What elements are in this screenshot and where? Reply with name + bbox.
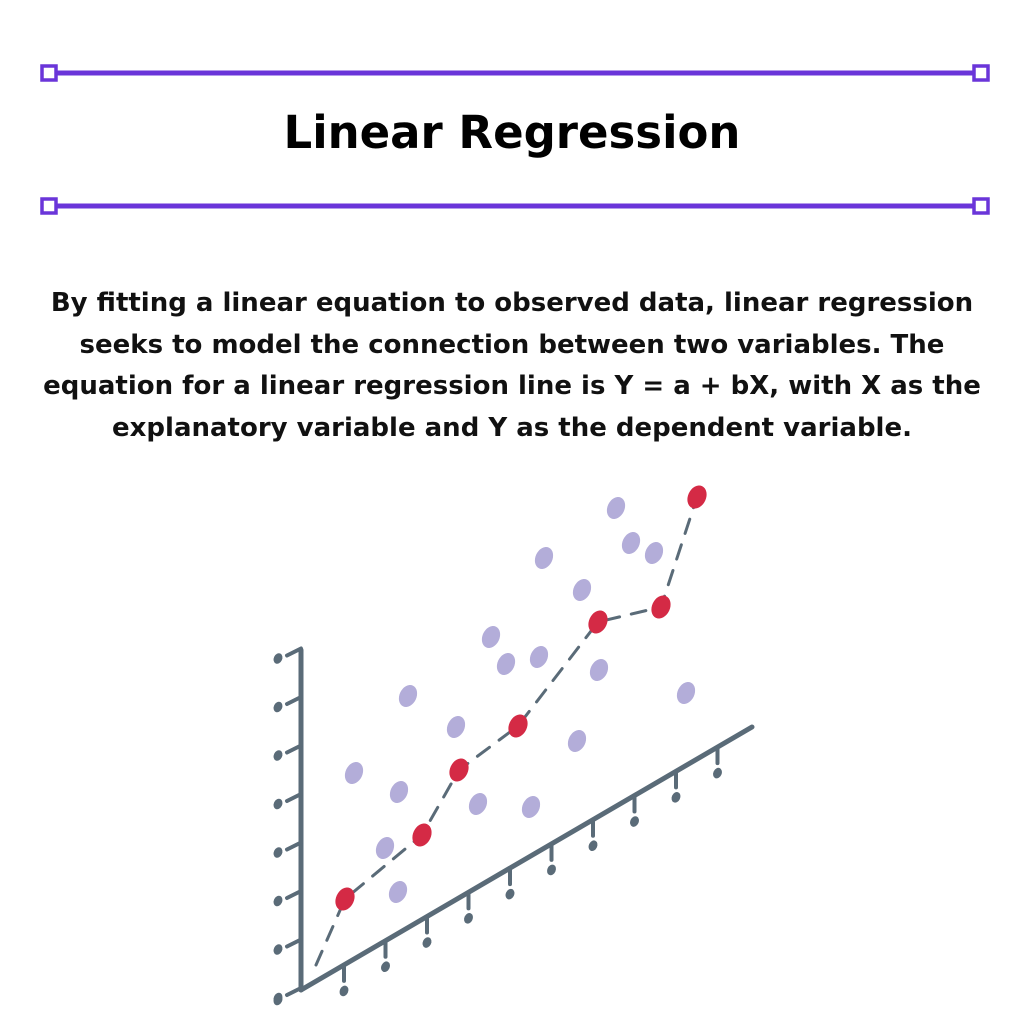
y-axis-tick	[285, 695, 303, 706]
y-axis-tick	[285, 743, 303, 755]
trend-points	[335, 485, 707, 911]
x-axis-dot	[588, 840, 598, 852]
lavender-dot-icon	[468, 792, 488, 816]
trend-line-group	[314, 495, 699, 967]
square-handle-icon	[40, 64, 58, 82]
lavender-dot-icon	[534, 546, 554, 570]
red-dot-icon	[508, 714, 528, 738]
lavender-dot-icon	[606, 496, 626, 520]
lavender-dot-icon	[589, 658, 609, 682]
y-axis-tick	[285, 937, 303, 949]
scatter-points	[344, 496, 696, 904]
square-handle-icon	[972, 197, 990, 215]
lavender-dot-icon	[644, 541, 664, 565]
axes	[273, 646, 755, 1006]
lavender-dot-icon	[521, 795, 541, 819]
y-axis-tick	[285, 840, 303, 852]
x-axis-dot	[671, 792, 681, 803]
y-axis-dot	[273, 701, 283, 713]
lavender-dot-icon	[481, 625, 501, 649]
red-dot-icon	[449, 758, 469, 782]
x-axis-dot	[464, 913, 473, 924]
y-axis-dot	[273, 847, 283, 858]
red-dot-icon	[687, 485, 707, 509]
y-axis-dot	[273, 994, 283, 1006]
red-dot-icon	[335, 887, 355, 911]
y-axis-dot	[273, 944, 283, 955]
red-dot-icon	[412, 823, 432, 847]
lavender-dot-icon	[388, 880, 408, 904]
trend-line	[314, 495, 699, 967]
x-axis-dot	[505, 888, 515, 900]
lavender-dot-icon	[496, 652, 516, 676]
description-text: By fitting a linear equation to observed…	[43, 288, 981, 443]
x-axis-dot	[381, 961, 390, 973]
y-axis-dot	[273, 798, 283, 810]
lavender-dot-icon	[567, 729, 587, 753]
lavender-dot-icon	[398, 684, 418, 708]
top-rule	[40, 64, 990, 82]
square-handle-icon	[972, 64, 990, 82]
lavender-dot-icon	[389, 780, 409, 804]
y-axis-dot	[273, 653, 283, 664]
lavender-dot-icon	[375, 836, 395, 860]
y-axis-dot	[273, 750, 283, 761]
red-dot-icon	[651, 595, 671, 619]
y-axis-tick	[285, 889, 303, 900]
y-axis-dot	[273, 895, 283, 907]
y-axis-tick	[285, 646, 303, 658]
lavender-dot-icon	[621, 531, 641, 555]
x-axis-dot	[547, 864, 556, 876]
bottom-rule	[40, 197, 990, 215]
x-axis-dot	[422, 937, 432, 948]
x-axis-dot	[713, 767, 722, 779]
x-axis-dot	[630, 816, 639, 827]
square-handle-icon	[40, 197, 58, 215]
lavender-dot-icon	[446, 715, 466, 739]
page-title: Linear Regression	[283, 106, 741, 159]
y-axis-tick	[285, 792, 303, 803]
lavender-dot-icon	[344, 761, 364, 785]
lavender-dot-icon	[676, 681, 696, 705]
x-axis-line	[298, 724, 755, 993]
red-dot-icon	[588, 610, 608, 634]
x-axis-dot	[339, 985, 349, 997]
lavender-dot-icon	[529, 645, 549, 669]
lavender-dot-icon	[572, 578, 592, 602]
